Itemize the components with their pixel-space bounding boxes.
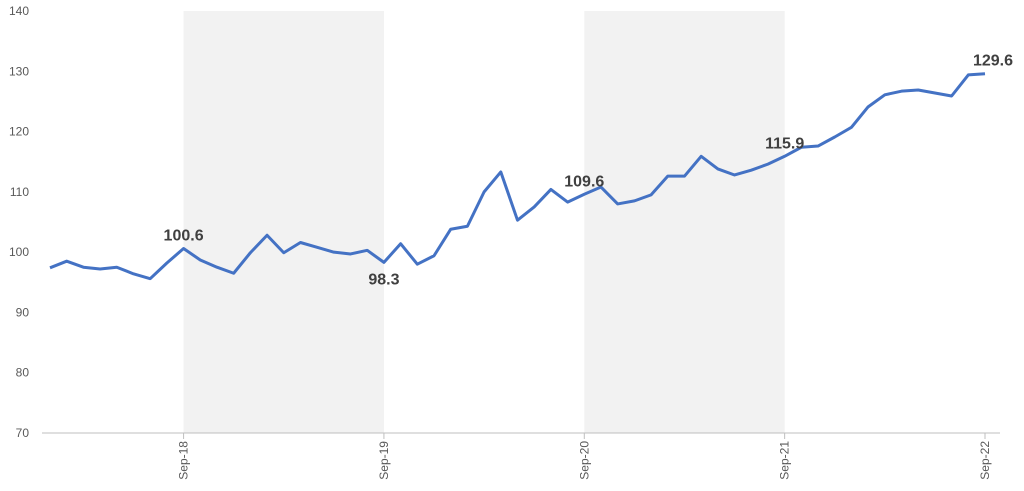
y-tick-label: 140 bbox=[9, 4, 29, 18]
series-line bbox=[49, 72, 986, 281]
data-label: 129.6 bbox=[973, 53, 1013, 70]
x-tick-label: Sep-22 bbox=[978, 441, 992, 480]
x-tick-label: Sep-18 bbox=[177, 441, 191, 480]
data-label: 109.6 bbox=[564, 173, 604, 190]
x-tick-label: Sep-21 bbox=[778, 441, 792, 480]
y-tick-label: 70 bbox=[16, 426, 30, 440]
shade-band bbox=[584, 11, 785, 433]
data-label: 115.9 bbox=[765, 135, 804, 152]
x-tick-label: Sep-20 bbox=[577, 441, 591, 480]
y-tick-label: 110 bbox=[10, 185, 29, 199]
shade-band bbox=[183, 11, 384, 433]
data-label: 98.3 bbox=[368, 271, 399, 288]
y-tick-label: 90 bbox=[16, 305, 30, 319]
y-tick-label: 130 bbox=[9, 64, 29, 78]
data-label: 100.6 bbox=[164, 228, 204, 245]
x-tick-label: Sep-19 bbox=[377, 441, 391, 480]
y-tick-label: 100 bbox=[9, 245, 29, 259]
y-tick-label: 120 bbox=[9, 125, 29, 139]
y-tick-label: 80 bbox=[16, 366, 30, 380]
